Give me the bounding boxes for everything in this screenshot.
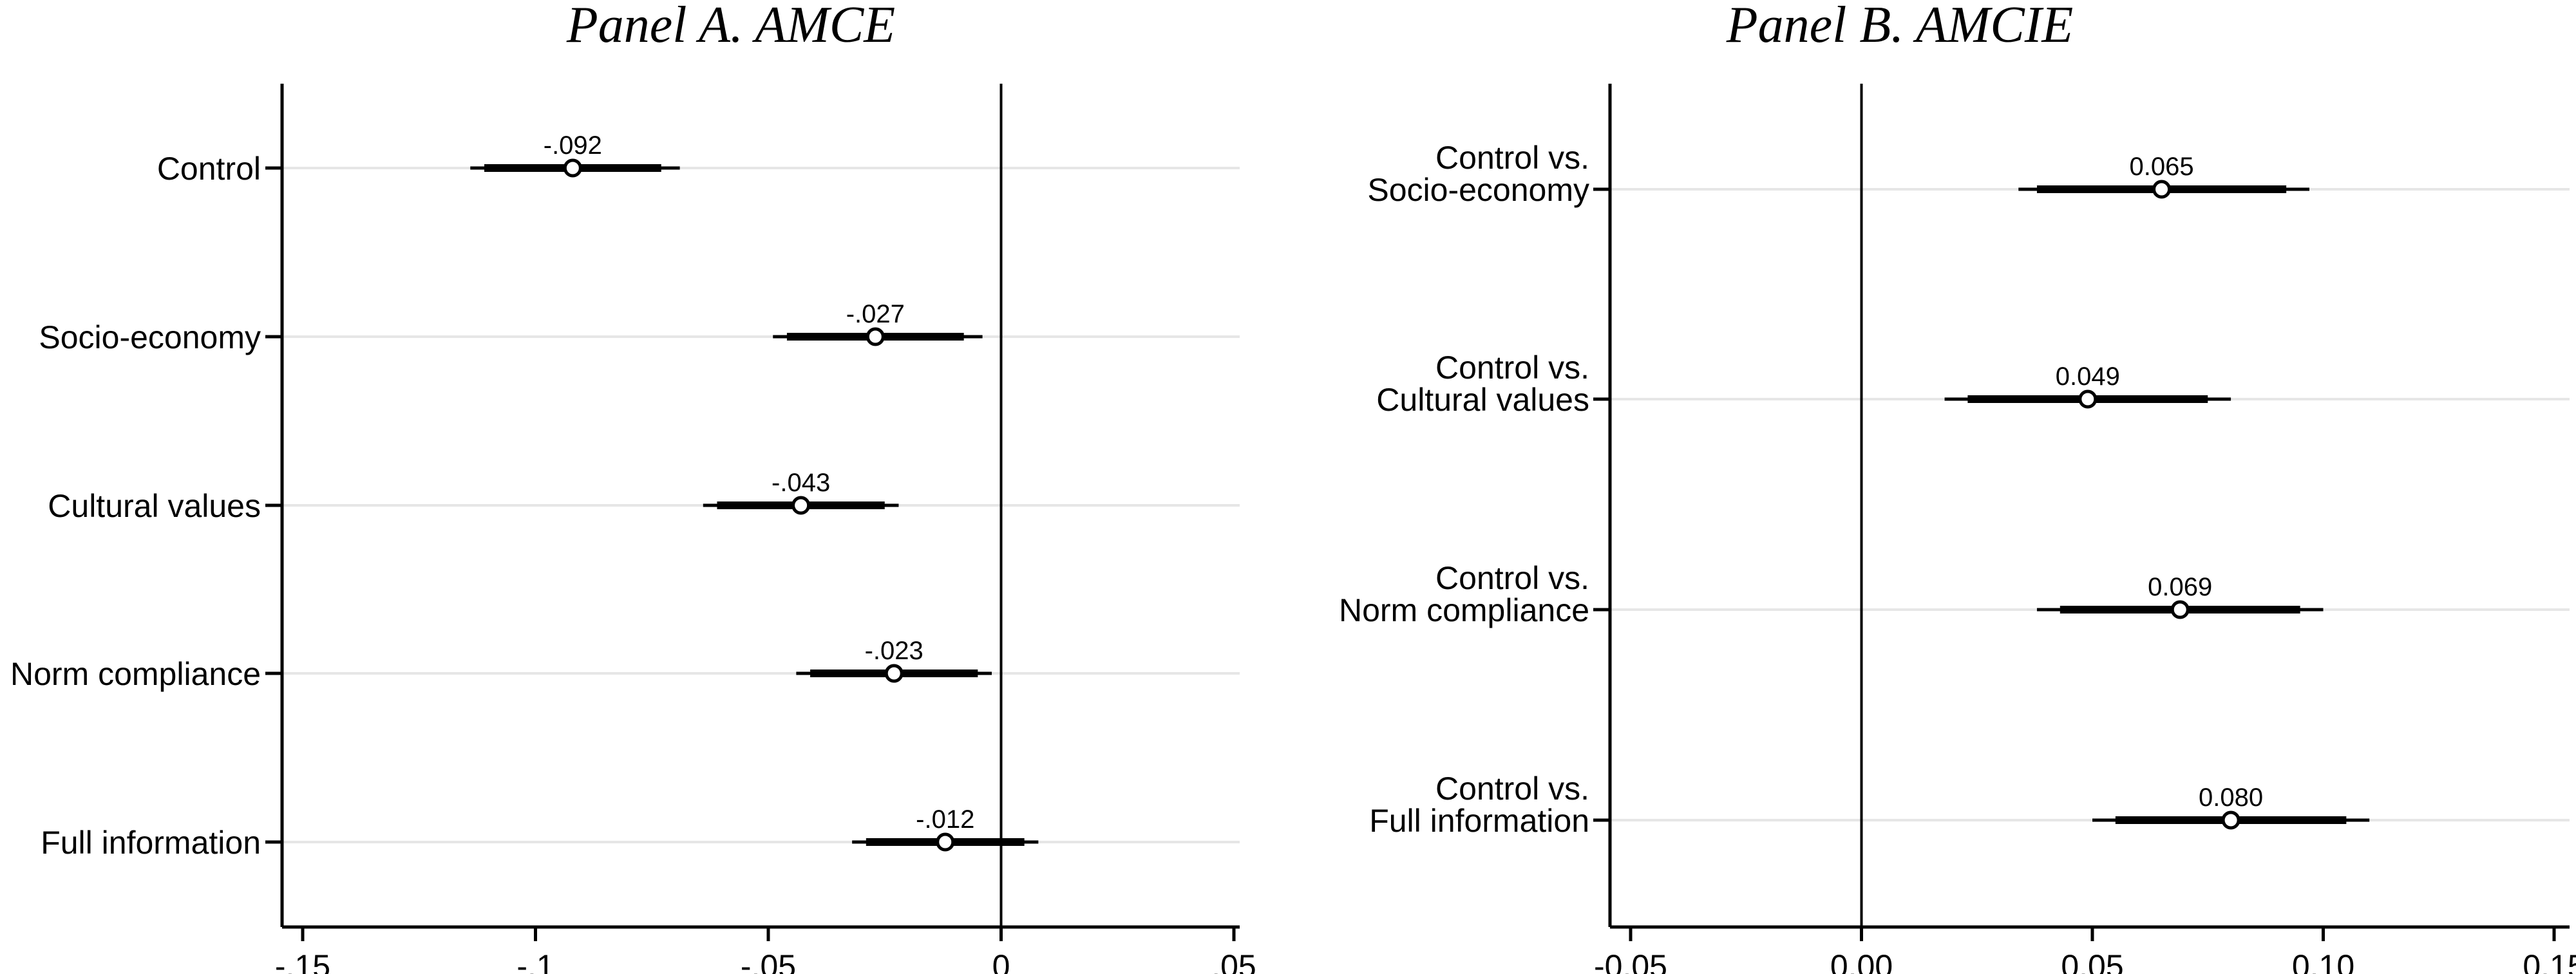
panel-a-value-label: -.023 [865,637,923,665]
panel-a-plot: -.15 -.1 -.05 0 .05 Control -.092 Socio-economy… [10,84,1256,974]
panel-a-point-estimate [791,496,811,515]
panel-b-x-tick-label: 0.05 [2061,948,2123,974]
panel-a-category-label: Socio-economy [39,319,261,355]
panel-b-x-tick-label: 0.10 [2292,948,2354,974]
panel-b-x-tick-label: -0.05 [1594,948,1667,974]
panel-b-title: Panel B. AMCIE [1726,0,2073,53]
panel-b-category-label: Control vs. Cultural values [1376,350,1589,418]
panel-b-value-label: 0.080 [2199,783,2263,812]
panel-b-point-estimate [2221,810,2240,830]
panel-a-point-estimate [936,832,955,852]
panel-b-point-estimate [2152,180,2172,199]
panel-a-category-label: Cultural values [48,488,261,524]
panel-a-value-label: -.092 [544,131,602,160]
panel-a: Panel A. AMCE -.15 -.1 -.05 0 .05 Control -.09… [10,0,1256,974]
panel-b-point-estimate [2078,389,2098,409]
panel-b-x-tick-label: 0.00 [1830,948,1893,974]
panel-a-x-tick-label: -.05 [741,948,796,974]
panel-b-value-label: 0.069 [2148,573,2212,601]
panel-a-value-label: -.027 [846,300,905,328]
panel-b-point-estimate [2170,600,2190,619]
panel-b-category-label: Control vs. Norm compliance [1339,560,1589,628]
panel-a-x-tick-label: -.15 [275,948,330,974]
panel-b-plot: -0.05 0.00 0.05 0.10 0.15 Control vs.Socio-ec… [1339,84,2576,974]
panel-a-title: Panel A. AMCE [566,0,895,53]
panel-b-value-label: 0.049 [2056,362,2120,391]
panel-b: Panel B. AMCIE -0.05 0.00 0.05 0.10 0.15 Cont… [1339,0,2576,974]
panel-b-category-label: Control vs. Full information [1369,771,1589,839]
panel-b-x-tick-label: 0.15 [2523,948,2576,974]
panel-a-x-tick-label: 0 [992,948,1010,974]
panel-a-category-label: Norm compliance [10,656,261,692]
panel-a-category-label: Control [157,151,261,187]
panel-a-point-estimate [563,158,582,178]
panel-a-point-estimate [866,327,885,346]
panel-b-category-label: Control vs. Socio-economy [1367,140,1589,208]
panel-a-x-tick-label: -.1 [516,948,554,974]
panel-a-x-tick-label: .05 [1211,948,1256,974]
panel-a-point-estimate [884,664,904,683]
panel-a-value-label: -.043 [772,469,830,497]
panel-b-value-label: 0.065 [2129,153,2193,181]
panel-a-value-label: -.012 [916,805,974,834]
panel-a-category-label: Full information [41,825,261,861]
